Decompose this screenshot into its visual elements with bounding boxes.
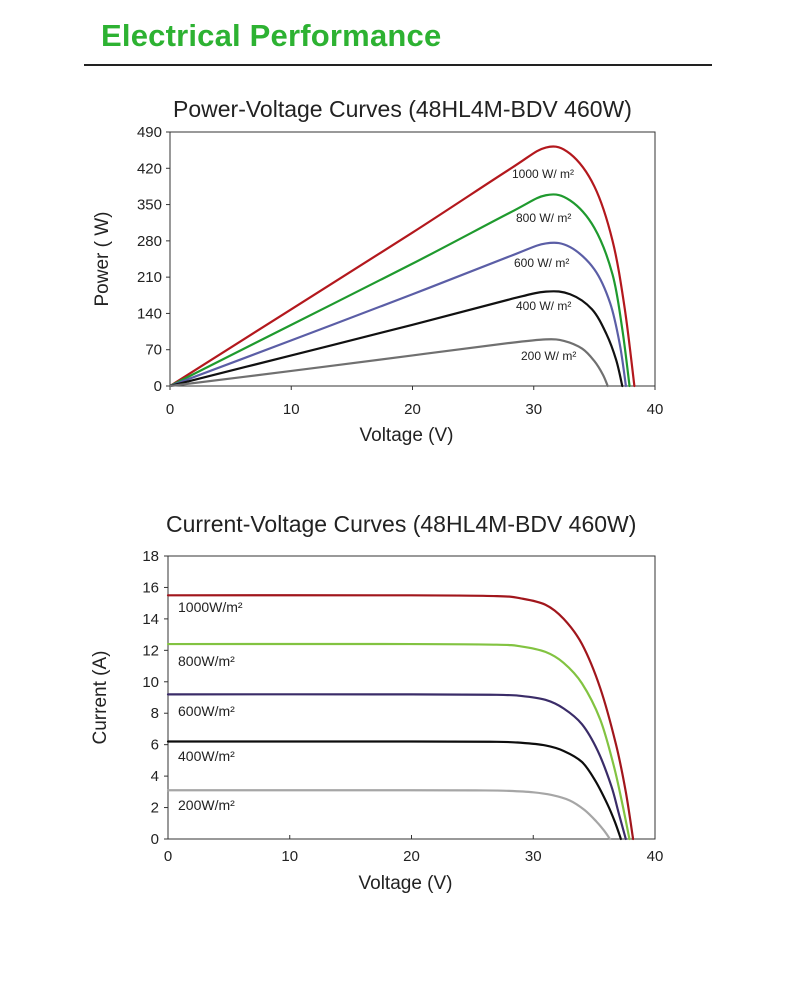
series-line bbox=[168, 338, 609, 388]
x-axis-title: Voltage (V) bbox=[359, 873, 453, 894]
series-line bbox=[166, 642, 631, 841]
x-tick-label: 10 bbox=[283, 401, 300, 418]
pv-chart-title: Power-Voltage Curves (48HL4M-BDV 460W) bbox=[173, 96, 632, 122]
y-tick-label: 18 bbox=[142, 548, 159, 565]
series-line bbox=[166, 789, 612, 841]
title-divider bbox=[84, 64, 712, 66]
x-tick-label: 30 bbox=[525, 401, 542, 418]
y-tick-label: 280 bbox=[137, 233, 162, 250]
y-tick-label: 12 bbox=[142, 642, 159, 659]
y-tick-label: 210 bbox=[137, 269, 162, 286]
x-tick-label: 0 bbox=[166, 401, 174, 418]
y-tick-label: 10 bbox=[142, 674, 159, 691]
series-line bbox=[166, 693, 627, 841]
x-tick-label: 20 bbox=[403, 848, 420, 865]
x-tick-label: 0 bbox=[164, 848, 172, 865]
y-tick-label: 0 bbox=[151, 831, 159, 848]
series-line bbox=[166, 594, 635, 841]
y-tick-label: 2 bbox=[151, 800, 159, 817]
y-tick-label: 14 bbox=[142, 611, 159, 628]
y-tick-label: 16 bbox=[142, 579, 159, 596]
y-tick-label: 420 bbox=[137, 160, 162, 177]
y-tick-label: 140 bbox=[137, 305, 162, 322]
x-tick-label: 40 bbox=[647, 401, 664, 418]
series-label: 200W/m² bbox=[178, 797, 235, 813]
y-tick-label: 4 bbox=[151, 768, 159, 785]
page-title: Electrical Performance bbox=[101, 18, 442, 53]
series-label: 600W/m² bbox=[178, 703, 235, 719]
y-tick-label: 6 bbox=[151, 737, 159, 754]
x-tick-label: 40 bbox=[647, 848, 664, 865]
series-label: 600 W/ m² bbox=[514, 256, 569, 270]
series-label: 800W/m² bbox=[178, 653, 235, 669]
power-voltage-chart: 0 10 20 30 40 0 70 140 210 280 350 420 490 Voltage (V… bbox=[92, 124, 664, 446]
x-tick-label: 10 bbox=[281, 848, 298, 865]
series-line bbox=[168, 145, 636, 388]
y-tick-label: 0 bbox=[154, 378, 162, 395]
series-line bbox=[168, 241, 627, 388]
series-line bbox=[166, 740, 623, 841]
y-tick-label: 70 bbox=[145, 342, 162, 359]
series-label: 1000 W/ m² bbox=[512, 167, 574, 181]
y-tick-label: 490 bbox=[137, 124, 162, 141]
series-label: 1000W/m² bbox=[178, 599, 243, 615]
x-axis-title: Voltage (V) bbox=[360, 425, 454, 446]
x-tick-label: 30 bbox=[525, 848, 542, 865]
y-axis-title: Power ( W) bbox=[92, 212, 113, 307]
series-label: 800 W/ m² bbox=[516, 211, 571, 225]
series-label: 200 W/ m² bbox=[521, 349, 576, 363]
series-line bbox=[168, 290, 624, 388]
y-tick-label: 350 bbox=[137, 197, 162, 214]
series-label: 400 W/ m² bbox=[516, 299, 571, 313]
series-label: 400W/m² bbox=[178, 748, 235, 764]
y-axis-title: Current (A) bbox=[90, 651, 111, 745]
x-tick-label: 20 bbox=[404, 401, 421, 418]
y-tick-label: 8 bbox=[151, 705, 159, 722]
iv-chart-title: Current-Voltage Curves (48HL4M-BDV 460W) bbox=[166, 511, 637, 537]
series-line bbox=[168, 193, 631, 388]
